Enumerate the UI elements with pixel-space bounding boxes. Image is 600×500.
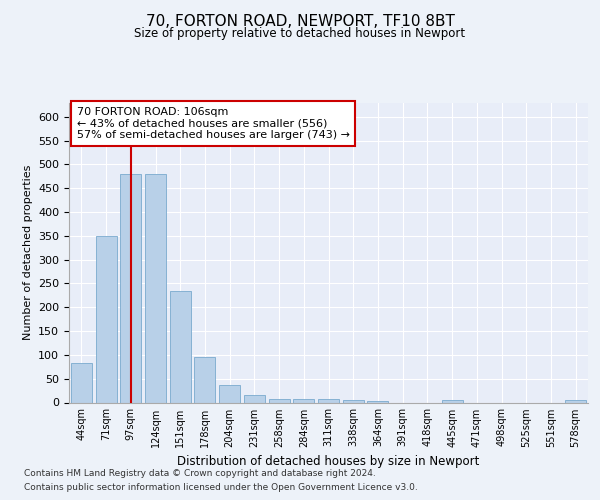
Bar bbox=[71, 364, 92, 403]
Text: Contains HM Land Registry data © Crown copyright and database right 2024.: Contains HM Land Registry data © Crown c… bbox=[24, 468, 376, 477]
Bar bbox=[244, 395, 265, 402]
Y-axis label: Number of detached properties: Number of detached properties bbox=[23, 165, 32, 340]
Text: Contains public sector information licensed under the Open Government Licence v3: Contains public sector information licen… bbox=[24, 484, 418, 492]
Bar bbox=[565, 400, 586, 402]
Bar bbox=[194, 358, 215, 403]
Bar bbox=[367, 400, 388, 402]
Bar bbox=[293, 398, 314, 402]
Bar bbox=[318, 398, 339, 402]
Bar bbox=[170, 290, 191, 403]
Bar bbox=[219, 385, 240, 402]
Bar bbox=[120, 174, 141, 402]
Text: Size of property relative to detached houses in Newport: Size of property relative to detached ho… bbox=[134, 28, 466, 40]
Text: 70 FORTON ROAD: 106sqm
← 43% of detached houses are smaller (556)
57% of semi-de: 70 FORTON ROAD: 106sqm ← 43% of detached… bbox=[77, 107, 350, 140]
Bar bbox=[269, 398, 290, 402]
Bar bbox=[343, 400, 364, 402]
Text: 70, FORTON ROAD, NEWPORT, TF10 8BT: 70, FORTON ROAD, NEWPORT, TF10 8BT bbox=[146, 14, 454, 29]
X-axis label: Distribution of detached houses by size in Newport: Distribution of detached houses by size … bbox=[178, 455, 479, 468]
Bar bbox=[95, 236, 116, 402]
Bar bbox=[145, 174, 166, 402]
Bar bbox=[442, 400, 463, 402]
